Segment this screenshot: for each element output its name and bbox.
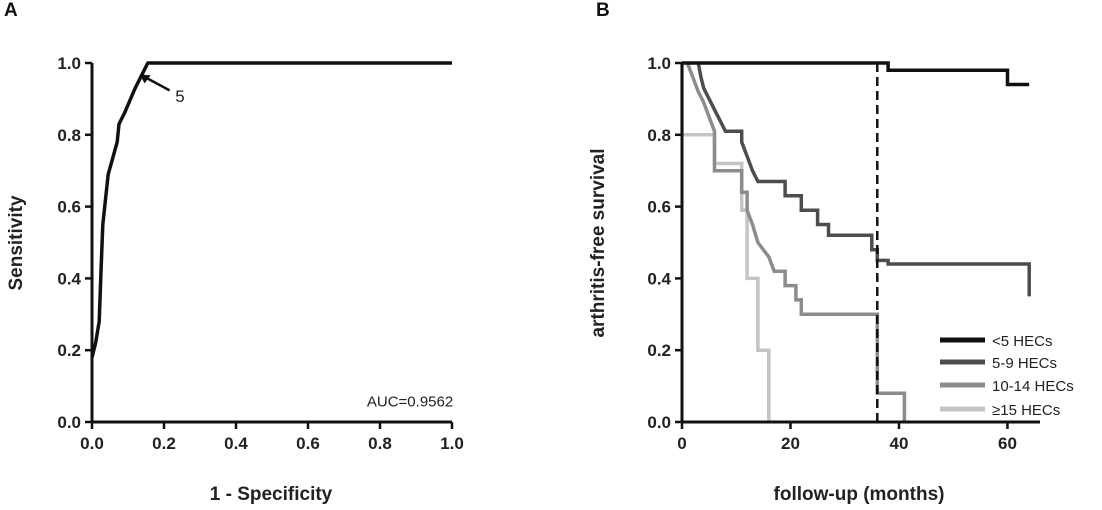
legend-label-ge15-hecs: ≥15 HECs bbox=[992, 402, 1060, 419]
panel-a-x-axis-title: 1 - Specificity bbox=[210, 484, 333, 505]
panel-a-roc-chart: 0.0 0.2 0.4 0.6 0.8 1.0 0.0 0.2 0.4 0.6 0.8 1.0 bbox=[57, 54, 463, 453]
panel-b-x-tick-label: 0 bbox=[677, 434, 686, 453]
panel-label-b: B bbox=[596, 0, 610, 21]
panel-b-x-tick-label: 60 bbox=[998, 434, 1017, 453]
panel-a-x-tick-label: 1.0 bbox=[440, 434, 464, 453]
panel-a-roc-curve bbox=[90, 61, 452, 358]
panel-a-auc-annotation: AUC=0.9562 bbox=[367, 393, 453, 410]
panel-a-cutoff-arrow bbox=[139, 74, 171, 92]
panel-a-y-tick-label: 0.0 bbox=[57, 413, 81, 432]
panel-b-legend: <5 HECs 5-9 HECs 10-14 HECs ≥15 HECs bbox=[940, 333, 1074, 419]
panel-b-survival-chart: 0.0 0.2 0.4 0.6 0.8 1.0 0 20 40 60 bbox=[647, 54, 1040, 453]
panel-b-y-axis-title: arthritis-free survival bbox=[588, 148, 609, 337]
panel-b-y-tick-label: 0.6 bbox=[647, 198, 671, 217]
panel-b-series-line-3 bbox=[680, 63, 771, 422]
panel-b-y-tick-label: 0.8 bbox=[647, 126, 671, 145]
legend-label-lt5-hecs: <5 HECs bbox=[992, 333, 1052, 350]
panel-b-series-line-1 bbox=[696, 62, 1031, 297]
legend-label-5-9-hecs: 5-9 HECs bbox=[992, 355, 1057, 372]
panel-a-y-tick-label: 0.6 bbox=[57, 198, 81, 217]
panel-label-a: A bbox=[4, 0, 18, 21]
panel-b-x-tick-label: 40 bbox=[890, 434, 909, 453]
panel-a-y-tick-label: 0.8 bbox=[57, 126, 81, 145]
panel-b-series-line-2 bbox=[685, 62, 907, 422]
panel-a-y-tick-label: 0.4 bbox=[57, 269, 81, 288]
panel-a-y-tick-label: 1.0 bbox=[57, 54, 81, 73]
panel-b-x-axis-title: follow-up (months) bbox=[774, 484, 945, 505]
panel-b-y-tick-label: 1.0 bbox=[647, 54, 671, 73]
panel-a-x-tick-label: 0.6 bbox=[296, 434, 320, 453]
panel-b-y-tick-label: 0.0 bbox=[647, 413, 671, 432]
legend-label-10-14-hecs: 10-14 HECs bbox=[992, 378, 1074, 395]
panel-b-series-line-0 bbox=[682, 61, 1030, 87]
panel-a-x-tick-label: 0.0 bbox=[80, 434, 104, 453]
panel-b-y-tick-label: 0.4 bbox=[647, 269, 671, 288]
panel-a-cutoff-annotation: 5 bbox=[175, 87, 184, 106]
panel-b-y-tick-label: 0.2 bbox=[647, 341, 671, 360]
panel-a-x-tick-label: 0.4 bbox=[224, 434, 248, 453]
panel-a-y-tick-label: 0.2 bbox=[57, 341, 81, 360]
panel-a-x-tick-label: 0.2 bbox=[152, 434, 176, 453]
panel-b-x-tick-label: 20 bbox=[781, 434, 800, 453]
panel-a-y-axis-title: Sensitivity bbox=[6, 195, 27, 290]
panel-a-x-tick-label: 0.8 bbox=[368, 434, 392, 453]
